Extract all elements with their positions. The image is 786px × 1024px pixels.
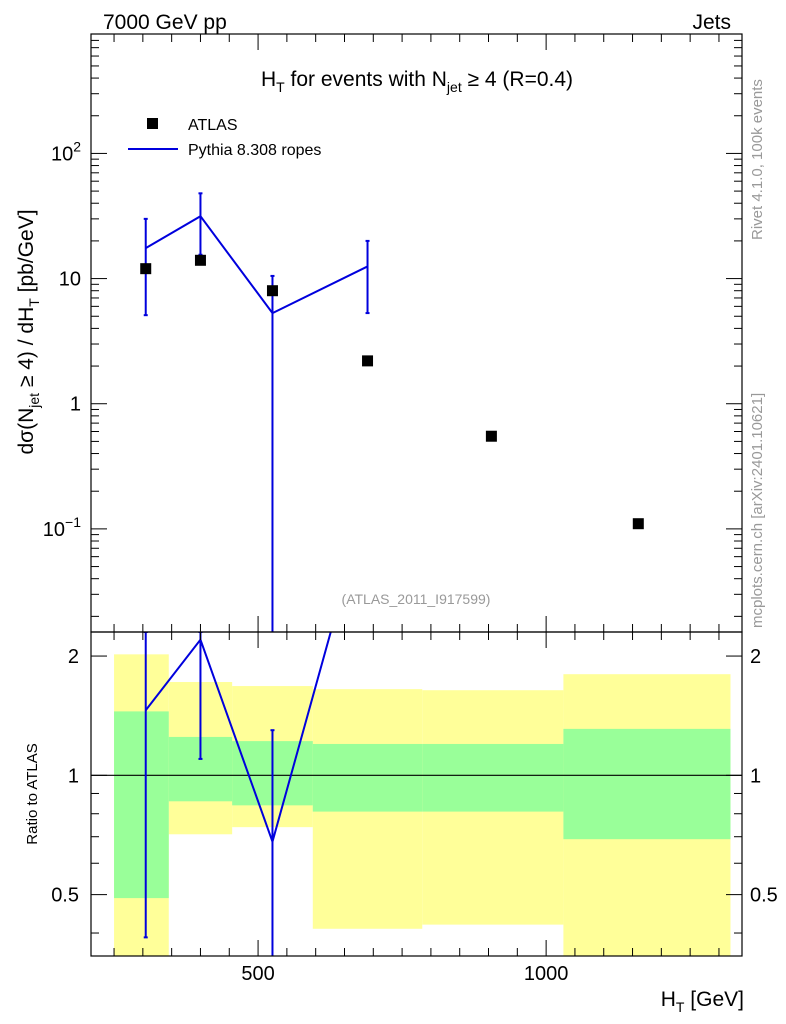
- header-left: 7000 GeV pp: [103, 11, 227, 34]
- ratio-tick-label-right-2: 2: [750, 646, 761, 668]
- legend-atlas-marker: [147, 118, 158, 129]
- data-point-1: [194, 254, 206, 266]
- tick-labels: 102 10 1 10−1 500 1000 0.5 0.5 1 1 2 2: [43, 138, 778, 985]
- ratio-tick-label-right-1: 1: [750, 765, 761, 787]
- data-point-3: [362, 355, 374, 367]
- rivet-label: Rivet 4.1.0, 100k events: [749, 79, 766, 240]
- plot-title: HT for events with Njet ≥ 4 (R=0.4): [261, 68, 573, 95]
- ratio-bands: [114, 654, 731, 956]
- ratio-tick-label-left-1: 1: [68, 765, 79, 787]
- data-point-0: [140, 263, 152, 275]
- axis-ticks: [91, 33, 742, 956]
- ytick-label-2: 1: [70, 394, 81, 416]
- xtick-label-0: 500: [241, 963, 274, 985]
- ratio-frame: [90, 631, 743, 957]
- x-axis-label: HT [GeV]: [661, 988, 744, 1015]
- mc-ratio-series: [143, 632, 332, 956]
- ratio-tick-label-left-0: 0.5: [51, 885, 79, 907]
- ratio-tick-label-left-2: 2: [68, 646, 79, 668]
- mcplots-label: mcplots.cern.ch [arXiv:2401.10621]: [749, 393, 766, 628]
- y-axis-label: dσ(Njet ≥ 4) / dHT [pb/GeV]: [15, 209, 42, 454]
- ratio-line: [144, 632, 332, 846]
- ytick-label-3: 10−1: [43, 514, 81, 541]
- data-main-series: [140, 254, 644, 530]
- analysis-id: (ATLAS_2011_I917599): [342, 591, 491, 607]
- ratio-tick-label-right-0: 0.5: [750, 885, 778, 907]
- legend-pythia-label: Pythia 8.308 ropes: [188, 142, 321, 159]
- data-point-2: [266, 285, 278, 297]
- legend: ATLAS Pythia 8.308 ropes: [128, 117, 321, 159]
- xtick-label-1: 1000: [524, 963, 569, 985]
- band-inner-0: [114, 711, 169, 899]
- mc-line: [145, 214, 368, 315]
- data-point-5: [632, 518, 644, 530]
- band-inner-4: [422, 743, 564, 812]
- header-right: Jets: [692, 11, 731, 34]
- ytick-label-1: 10: [59, 269, 81, 291]
- band-inner-3: [312, 743, 423, 812]
- legend-atlas-label: ATLAS: [188, 117, 238, 134]
- ratio-y-axis-label: Ratio to ATLAS: [24, 743, 41, 844]
- band-inner-5: [563, 728, 731, 840]
- data-point-4: [485, 430, 497, 442]
- ytick-label-0: 102: [51, 138, 81, 165]
